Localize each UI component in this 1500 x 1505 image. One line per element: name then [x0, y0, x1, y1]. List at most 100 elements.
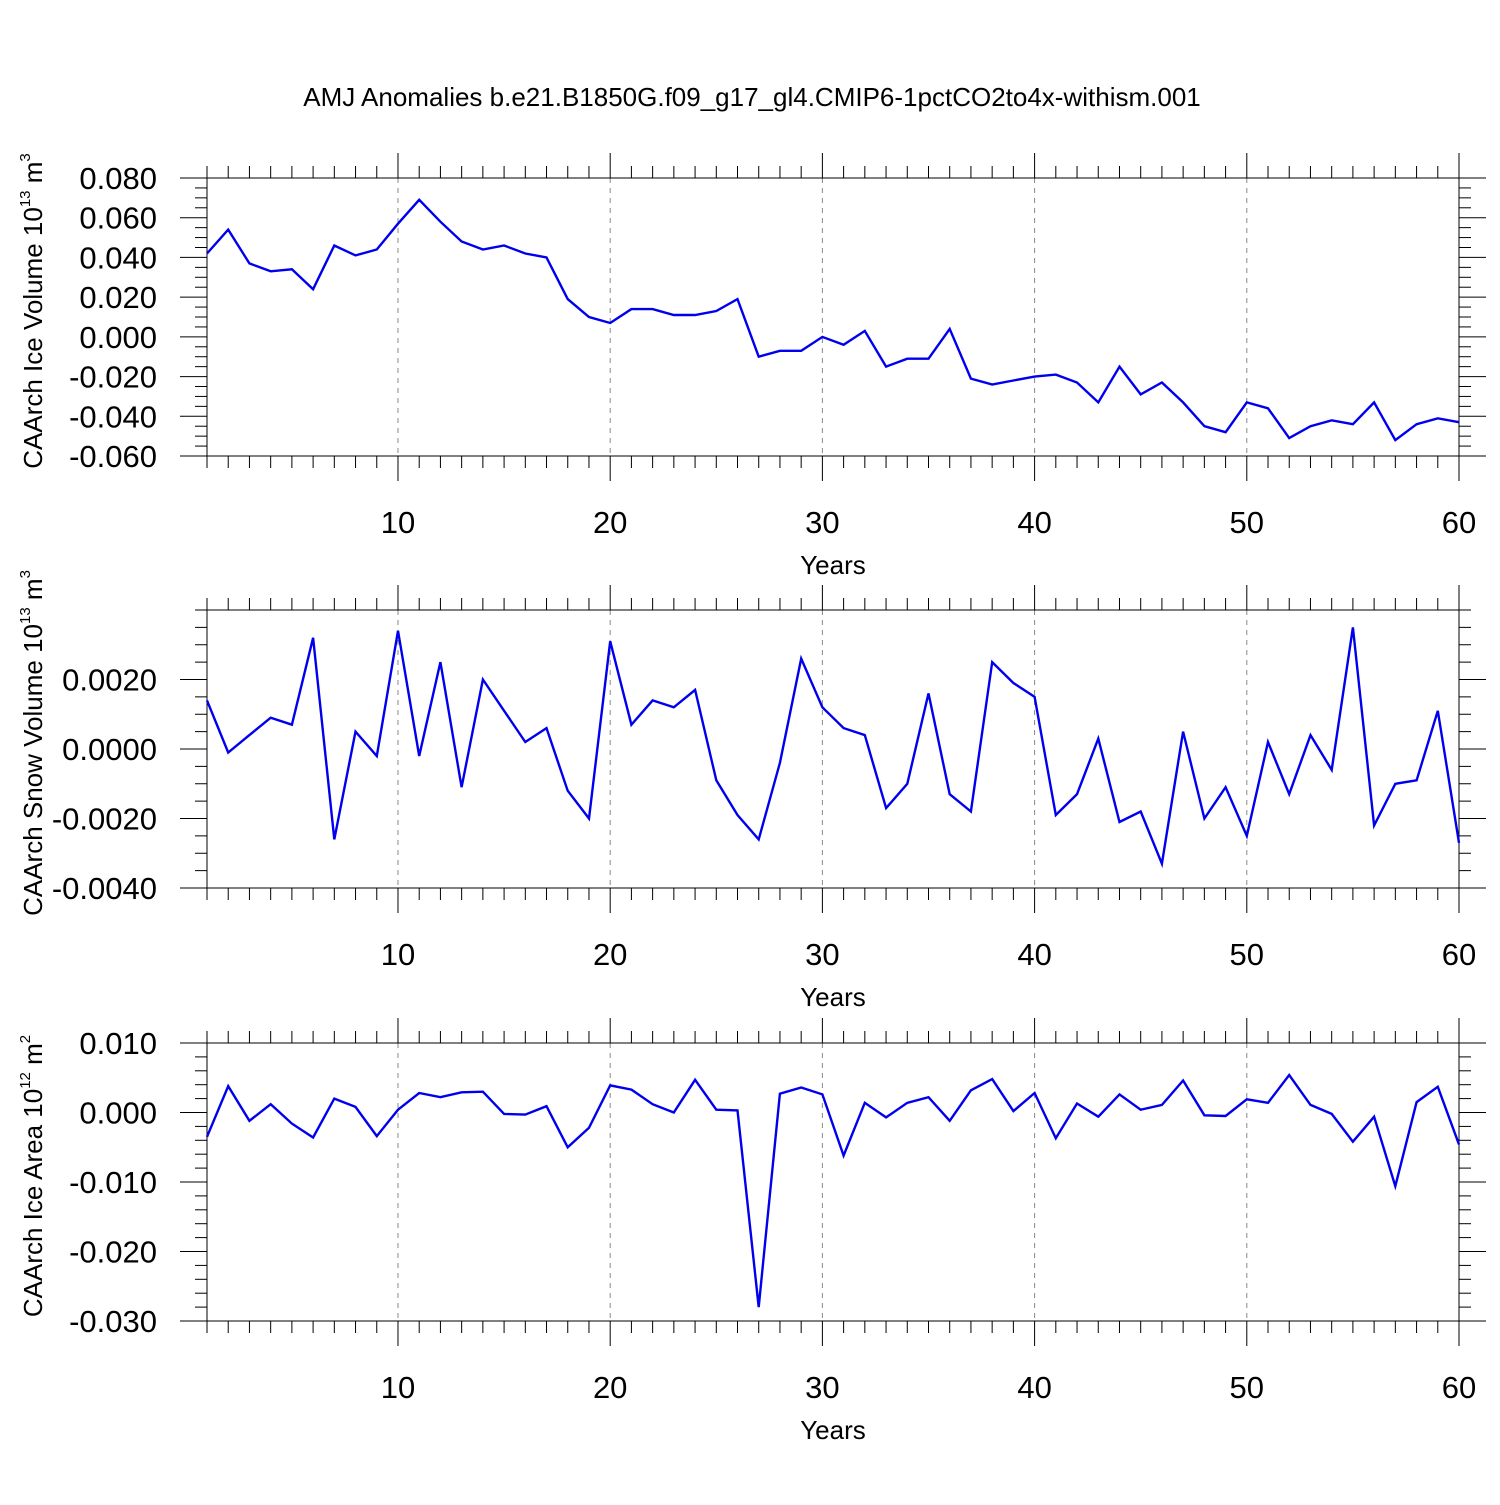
panel-1-data-point — [1309, 425, 1311, 427]
panel-3-x-tick-label: 40 — [1017, 1370, 1051, 1405]
panels-group: 10 20 30 40 50 60 Years -0.060 -0.040 -0.020 0.000… — [17, 153, 1486, 1445]
panel-2-data-point — [1161, 862, 1163, 864]
panel-3-data-point — [291, 1122, 293, 1124]
panel-1-y-tick-label: 0.020 — [79, 280, 157, 315]
panel-3-data-point — [354, 1106, 356, 1108]
panel-1-data-point — [758, 356, 760, 358]
panel-2-data-point — [1012, 682, 1014, 684]
panel-1-data-point — [906, 358, 908, 360]
panel-2-data-point — [1118, 821, 1120, 823]
panel-1-x-tick-label: 40 — [1017, 505, 1051, 540]
panel-2-data-point — [1076, 793, 1078, 795]
chart-title: AMJ Anomalies b.e21.B1850G.f09_g17_gl4.C… — [303, 82, 1200, 112]
panel-3-data-point — [1203, 1114, 1205, 1116]
panel-1-y-axis-title-unit-exp: 3 — [17, 153, 34, 161]
panel-3-data-point — [779, 1093, 781, 1095]
panel-3-series-line — [205, 1072, 1461, 1308]
panel-3-data-point — [482, 1090, 484, 1092]
panel-3-data-point — [1139, 1109, 1141, 1111]
panel-3-data-point — [545, 1105, 547, 1107]
panel-1-data-point — [333, 244, 335, 246]
panel-2-data-point — [906, 783, 908, 785]
panel-3-data-point — [736, 1109, 738, 1111]
panel-1-data-point — [1097, 401, 1099, 403]
panel-3-data-point — [630, 1088, 632, 1090]
panel-1-data-point — [545, 256, 547, 258]
panel-2-x-tick-label: 50 — [1230, 937, 1264, 972]
panel-1-data-point — [1267, 407, 1269, 409]
panel-3-data-point — [991, 1078, 993, 1080]
panel-3-data-point — [460, 1091, 462, 1093]
panel-3-y-axis-title: CAArch Ice Area 1012 m2 — [17, 1035, 48, 1317]
panel-3-data-point — [333, 1097, 335, 1099]
panel-2-data-point — [991, 661, 993, 663]
panel-2-y-tick-label: 0.0000 — [62, 732, 157, 767]
panel-1-data-point — [397, 222, 399, 224]
panel-1-data-point — [1246, 401, 1248, 403]
panel-1-data-point — [1076, 381, 1078, 383]
panel-3-y-axis-title-unit-exp: 2 — [17, 1035, 34, 1043]
panel-3-data-point — [609, 1084, 611, 1086]
panel-1-data-point — [949, 328, 951, 330]
panel-1-data-point — [609, 322, 611, 324]
panel-2-data-point — [248, 734, 250, 736]
panel-2-data-point — [1288, 793, 1290, 795]
panel-3-data-point — [503, 1113, 505, 1115]
panel-2-y-tick-label: 0.0020 — [62, 663, 157, 698]
panel-2-data-point — [630, 723, 632, 725]
panel-3-data-point — [949, 1120, 951, 1122]
panel-2-data-point — [1415, 779, 1417, 781]
panel-2-data-point — [1309, 734, 1311, 736]
panel-1: 10 20 30 40 50 60 Years -0.060 -0.040 -0.020 0.000… — [17, 153, 1486, 580]
panel-3-data-point — [397, 1109, 399, 1111]
panel-3-y-tick-label: 0.010 — [79, 1026, 157, 1061]
panel-3-x-tick-label: 30 — [805, 1370, 839, 1405]
panel-2-series-line — [205, 627, 1461, 869]
panel-3-data-point — [842, 1154, 844, 1156]
panel-1-data-point — [376, 248, 378, 250]
panel-2-data-point — [1203, 817, 1205, 819]
panel-3-data-point — [588, 1127, 590, 1129]
panel-1-data-point — [1139, 393, 1141, 395]
panel-2-data-point — [333, 838, 335, 840]
panel-1-data-point — [1288, 437, 1290, 439]
panel-2-y-tick-label: -0.0040 — [52, 871, 157, 906]
panel-2-y-axis-title-text: CAArch Snow Volume 10 — [18, 624, 48, 916]
panel-3-data-point — [651, 1103, 653, 1105]
panel-2-data-point — [1182, 730, 1184, 732]
panel-1-data-point — [248, 262, 250, 264]
panel-1-data-point — [1203, 425, 1205, 427]
panel-3: 10 20 30 40 50 60 Years -0.030 -0.020 -0.010 0.000… — [17, 1018, 1486, 1445]
panel-1-x-tick-label: 50 — [1230, 505, 1264, 540]
panel-3-data-point — [1097, 1115, 1099, 1117]
panel-3-y-axis-title-text: CAArch Ice Area 10 — [18, 1089, 48, 1317]
panel-3-data-point — [970, 1089, 972, 1091]
panel-2-x-axis-title: Years — [800, 982, 866, 1012]
panel-1-data-point — [206, 252, 208, 254]
panel-3-data-point — [1224, 1115, 1226, 1117]
panel-1-data-point — [651, 308, 653, 310]
panel-1-data-point — [1161, 381, 1163, 383]
panel-1-data-point — [1224, 431, 1226, 433]
panel-1-data-point — [269, 270, 271, 272]
panel-2-data-point — [460, 786, 462, 788]
panel-2-x-tick-label: 40 — [1017, 937, 1051, 972]
panel-3-data-point — [206, 1136, 208, 1138]
panel-3-y-tick-label: -0.030 — [69, 1304, 157, 1339]
panel-1-data-point — [885, 365, 887, 367]
panel-2-data-point — [1246, 835, 1248, 837]
panel-3-data-point — [1309, 1104, 1311, 1106]
panel-2-data-point — [227, 751, 229, 753]
panel-1-data-point — [970, 377, 972, 379]
panel-1-x-tick-label: 60 — [1442, 505, 1476, 540]
panel-2-y-axis-title: CAArch Snow Volume 1013 m3 — [17, 570, 48, 916]
panel-1-data-point — [418, 199, 420, 201]
panel-1-data-point — [1118, 365, 1120, 367]
panel-3-x-tick-label: 60 — [1442, 1370, 1476, 1405]
panel-2-data-point — [673, 706, 675, 708]
panel-3-data-point — [821, 1093, 823, 1095]
panel-2-data-point — [1267, 741, 1269, 743]
panel-2-data-point — [1097, 737, 1099, 739]
panel-1-data-point — [312, 288, 314, 290]
panel-1-y-tick-label: 0.040 — [79, 240, 157, 275]
